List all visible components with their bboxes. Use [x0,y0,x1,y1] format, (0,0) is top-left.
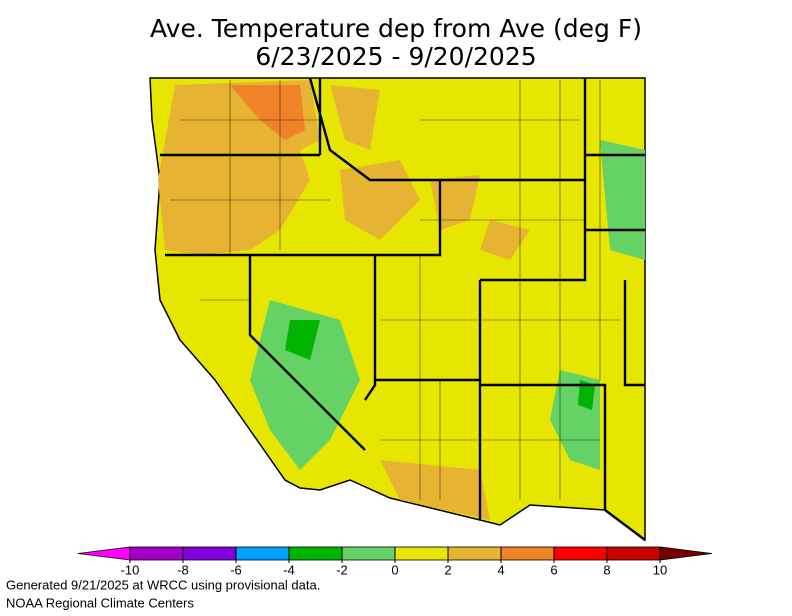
colorbar-segment [606,546,661,561]
map [149,77,646,542]
colorbar-segment [235,546,290,561]
colorbar-segment [288,546,343,561]
colorbar-tick-label: 2 [444,562,451,577]
colorbar-segment [182,546,237,561]
colorbar-tick-label: -4 [283,562,295,577]
colorbar-tick-label: 10 [653,562,667,577]
colorbar-tick-label: -10 [121,562,140,577]
colorbar-tick-label: 0 [391,562,398,577]
colorbar-segment [553,546,608,561]
colorbar-segment [500,546,555,561]
colorbar-segment [129,546,184,561]
colorbar-extend-high [659,546,713,561]
colorbar-tick-label: -2 [336,562,348,577]
colorbar-segment [394,546,449,561]
colorbar-tick-label: 4 [497,562,504,577]
colorbar-tick-label: -6 [230,562,242,577]
colorbar-tick-label: 6 [550,562,557,577]
map-title: Ave. Temperature dep from Ave (deg F) [150,14,642,43]
colorbar-tick-label: -8 [177,562,189,577]
colorbar-segment [341,546,396,561]
colorbar-extend-low [77,546,131,561]
colorbar-segment [447,546,502,561]
colorbar: -10 -8 -6 -4 -2 0 2 4 6 8 10 [77,546,713,577]
map-subtitle: 6/23/2025 - 9/20/2025 [255,42,536,71]
footer-line: NOAA Regional Climate Centers [6,595,194,610]
footer-line: Generated 9/21/2025 at WRCC using provis… [6,577,320,592]
colorbar-tick-label: 8 [603,562,610,577]
